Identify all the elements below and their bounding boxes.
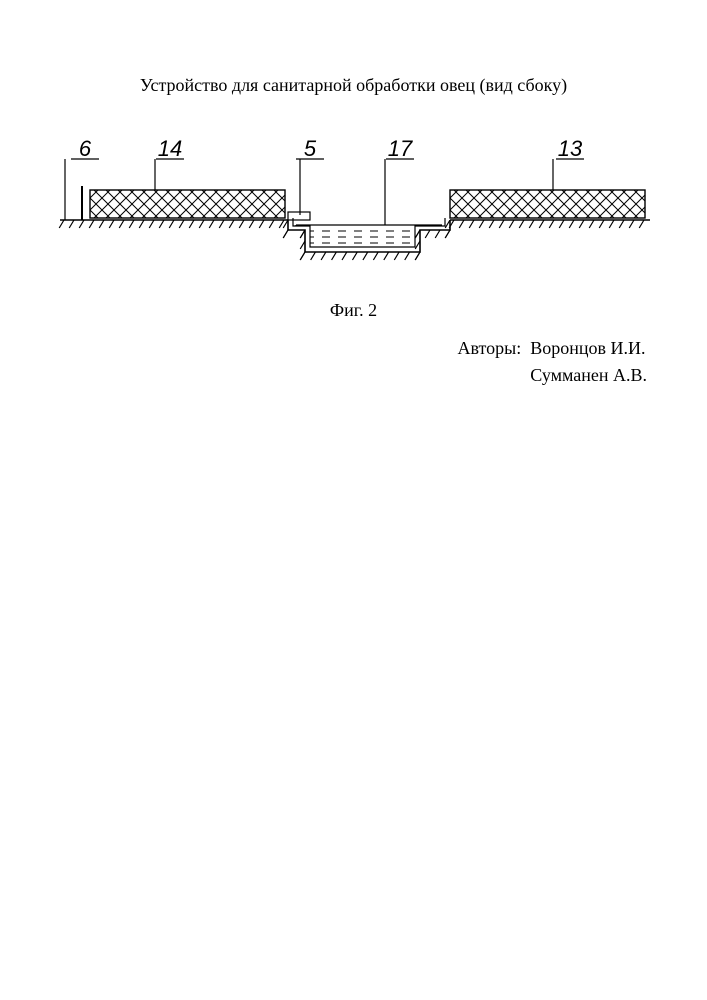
- authors-block: Авторы: Воронцов И.И. Авторы: Сумманен А…: [457, 335, 647, 389]
- author-2: Сумманен А.В.: [530, 365, 647, 385]
- page: Устройство для санитарной обработки овец…: [0, 0, 707, 1000]
- figure-svg: 6 14 5 17 13: [0, 0, 707, 300]
- svg-text:14: 14: [158, 136, 182, 161]
- svg-text:17: 17: [388, 136, 413, 161]
- figure-label: Фиг. 2: [0, 300, 707, 321]
- svg-text:6: 6: [79, 136, 92, 161]
- author-1: Воронцов И.И.: [530, 338, 645, 358]
- svg-text:5: 5: [304, 136, 317, 161]
- authors-prefix: Авторы:: [457, 338, 521, 358]
- svg-text:13: 13: [558, 136, 583, 161]
